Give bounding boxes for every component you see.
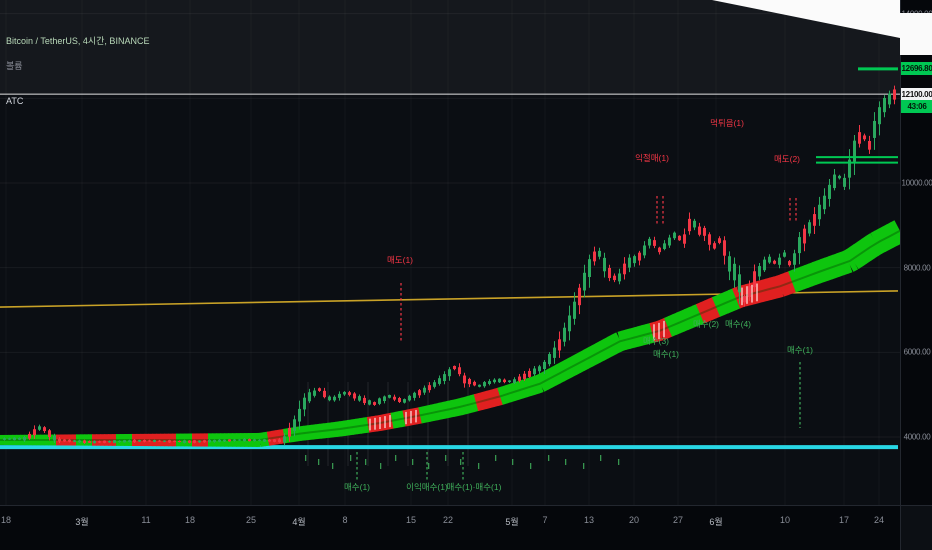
time-tick-month: 4월 bbox=[292, 517, 306, 527]
signal-label-sell: 매도(1) bbox=[387, 255, 413, 265]
signal-label-buy: 매수(2) bbox=[693, 319, 719, 329]
time-tick: 18 bbox=[184, 515, 196, 525]
time-tick: 15 bbox=[405, 515, 417, 525]
signal-label-buy: 매수(1) bbox=[787, 345, 813, 355]
time-tick: 11 bbox=[141, 515, 151, 525]
time-tick: 20 bbox=[628, 515, 640, 525]
price-tick: 10000.00 bbox=[901, 178, 932, 188]
time-tick: 8 bbox=[342, 515, 348, 525]
time-tick-month: 5월 bbox=[505, 517, 519, 527]
time-tick: 18 bbox=[0, 515, 12, 525]
time-tick: 24 bbox=[873, 515, 885, 525]
price-tick: 4000.00 bbox=[903, 432, 931, 442]
price-tick: 6000.00 bbox=[903, 347, 931, 357]
alert-price-badge: 12696.80 bbox=[901, 62, 932, 76]
signal-label-sell: 매도(2) bbox=[774, 154, 800, 164]
time-tick: 7 bbox=[542, 515, 548, 525]
time-tick: 17 bbox=[838, 515, 850, 525]
signal-label-buy: 매수(1) bbox=[653, 349, 679, 359]
time-tick: 25 bbox=[245, 515, 257, 525]
time-axis[interactable]: 18 3월 11 18 25 4월 8 15 22 5월 7 13 20 27 6월 10 17 24 bbox=[0, 505, 900, 550]
time-tick: 10 bbox=[779, 515, 791, 525]
signal-label-buy: 매수(4) bbox=[725, 319, 751, 329]
axis-corner-button[interactable] bbox=[900, 505, 932, 550]
countdown-badge: 43:06 bbox=[901, 100, 932, 114]
signal-label-sell: 먹튀음(1) bbox=[710, 118, 744, 128]
signal-label-buy: 매수(1) bbox=[344, 482, 370, 492]
time-tick: 13 bbox=[583, 515, 595, 525]
signal-label-buy: 이익매수(1) bbox=[406, 482, 448, 492]
time-tick: 27 bbox=[672, 515, 684, 525]
time-tick-month: 3월 bbox=[75, 517, 89, 527]
time-tick-month: 6월 bbox=[709, 517, 723, 527]
signal-label-buy: 매수(3) bbox=[643, 336, 669, 346]
signal-label-buy: 매수(1)·매수(1) bbox=[447, 482, 502, 492]
price-tick: 8000.00 bbox=[903, 263, 931, 273]
screenshot-artifact-block bbox=[900, 13, 932, 55]
price-axis[interactable]: 14000.0010000.008000.006000.004000.00126… bbox=[900, 0, 932, 505]
time-tick: 22 bbox=[442, 515, 454, 525]
price-chart-canvas[interactable]: 매도(1) 익절매(1) 먹튀음(1) 매도(2) 매수(3) 매수(1) 매수(2) 매수(… bbox=[0, 0, 900, 505]
signal-label-sell: 익절매(1) bbox=[635, 153, 669, 163]
current-price-badge: 12100.00 bbox=[901, 87, 932, 101]
